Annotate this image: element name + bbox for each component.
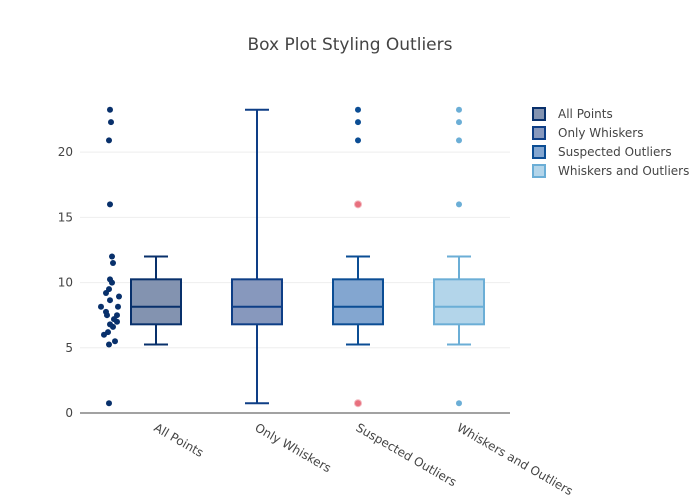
legend-item: Only Whiskers xyxy=(532,126,643,140)
data-point xyxy=(103,308,109,315)
data-point xyxy=(109,253,115,260)
box-body xyxy=(332,278,384,326)
legend-swatch xyxy=(532,164,546,178)
box-trace xyxy=(231,108,283,405)
box-body xyxy=(231,278,283,326)
x-tick-label: Suspected Outliers xyxy=(354,420,459,489)
data-point xyxy=(98,303,104,310)
data-point xyxy=(112,338,118,345)
legend-swatch xyxy=(532,107,546,121)
chart-title: Box Plot Styling Outliers xyxy=(248,35,453,55)
y-tick-label: 15 xyxy=(58,210,73,224)
data-point xyxy=(108,119,114,126)
legend-item: All Points xyxy=(532,107,613,121)
legend: All Points Only Whiskers Suspected Outlier… xyxy=(532,107,689,178)
box-body xyxy=(130,278,182,326)
data-point xyxy=(105,329,111,336)
x-tick-label: Whiskers and Outliers xyxy=(455,420,576,498)
outlier-point xyxy=(456,201,462,208)
data-point xyxy=(107,297,113,304)
y-tick-label: 0 xyxy=(65,406,73,420)
box-traces xyxy=(98,106,485,408)
data-point xyxy=(106,400,112,407)
outlier-point xyxy=(456,106,462,113)
suspected-outlier-point xyxy=(354,200,362,209)
outlier-point xyxy=(355,106,361,113)
data-point xyxy=(107,106,113,113)
legend-label: Suspected Outliers xyxy=(558,145,672,159)
y-tick-label: 10 xyxy=(58,276,73,290)
outlier-point xyxy=(456,400,462,407)
data-point xyxy=(110,260,116,267)
legend-item: Whiskers and Outliers xyxy=(532,164,689,178)
x-tick-label: All Points xyxy=(152,420,206,459)
data-point xyxy=(106,286,112,293)
outlier-point xyxy=(355,137,361,144)
box-trace xyxy=(433,106,485,407)
outlier-point xyxy=(456,119,462,126)
box-trace xyxy=(98,106,182,407)
legend-label: Only Whiskers xyxy=(558,126,643,140)
box-body xyxy=(433,278,485,326)
data-point xyxy=(114,312,120,319)
y-tick-label: 20 xyxy=(58,145,73,159)
data-point xyxy=(116,293,122,300)
x-tick-label: Only Whiskers xyxy=(253,420,334,475)
data-point xyxy=(115,303,121,310)
legend-swatch xyxy=(532,126,546,140)
data-point xyxy=(106,341,112,348)
data-point xyxy=(107,276,113,283)
legend-label: Whiskers and Outliers xyxy=(558,164,689,178)
suspected-outlier-point xyxy=(354,399,362,408)
outlier-point xyxy=(456,137,462,144)
legend-swatch xyxy=(532,145,546,159)
y-tick-label: 5 xyxy=(65,341,73,355)
data-point xyxy=(107,321,113,328)
legend-label: All Points xyxy=(558,107,613,121)
data-point xyxy=(107,201,113,208)
data-point xyxy=(106,137,112,144)
outlier-point xyxy=(355,119,361,126)
legend-item: Suspected Outliers xyxy=(532,145,672,159)
box-trace xyxy=(332,106,384,408)
